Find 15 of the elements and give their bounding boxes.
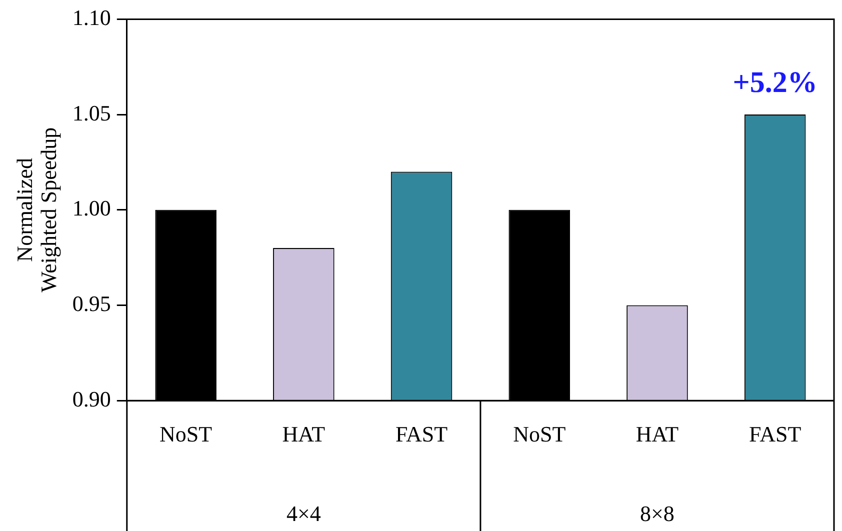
- y-tick-label: 1.00: [72, 196, 111, 221]
- y-tick-label: 1.05: [72, 100, 111, 126]
- x-tick-label: FAST: [395, 422, 448, 447]
- x-tick-label: HAT: [636, 422, 680, 447]
- x-tick-label: NoST: [160, 422, 213, 447]
- y-axis-title: Normalized Weighted Speedup: [12, 127, 62, 292]
- y-tick-label: 0.90: [72, 386, 111, 412]
- x-tick-label: HAT: [282, 422, 326, 447]
- annotation: +5.2%: [732, 66, 818, 99]
- text: 4×4: [286, 500, 321, 526]
- text: 8×8: [640, 500, 674, 526]
- y-tick-label: 1.10: [72, 4, 111, 30]
- x-tick-label: NoST: [513, 422, 566, 447]
- x-tick-label: FAST: [748, 422, 802, 447]
- y-tick-label: 0.95: [72, 291, 111, 316]
